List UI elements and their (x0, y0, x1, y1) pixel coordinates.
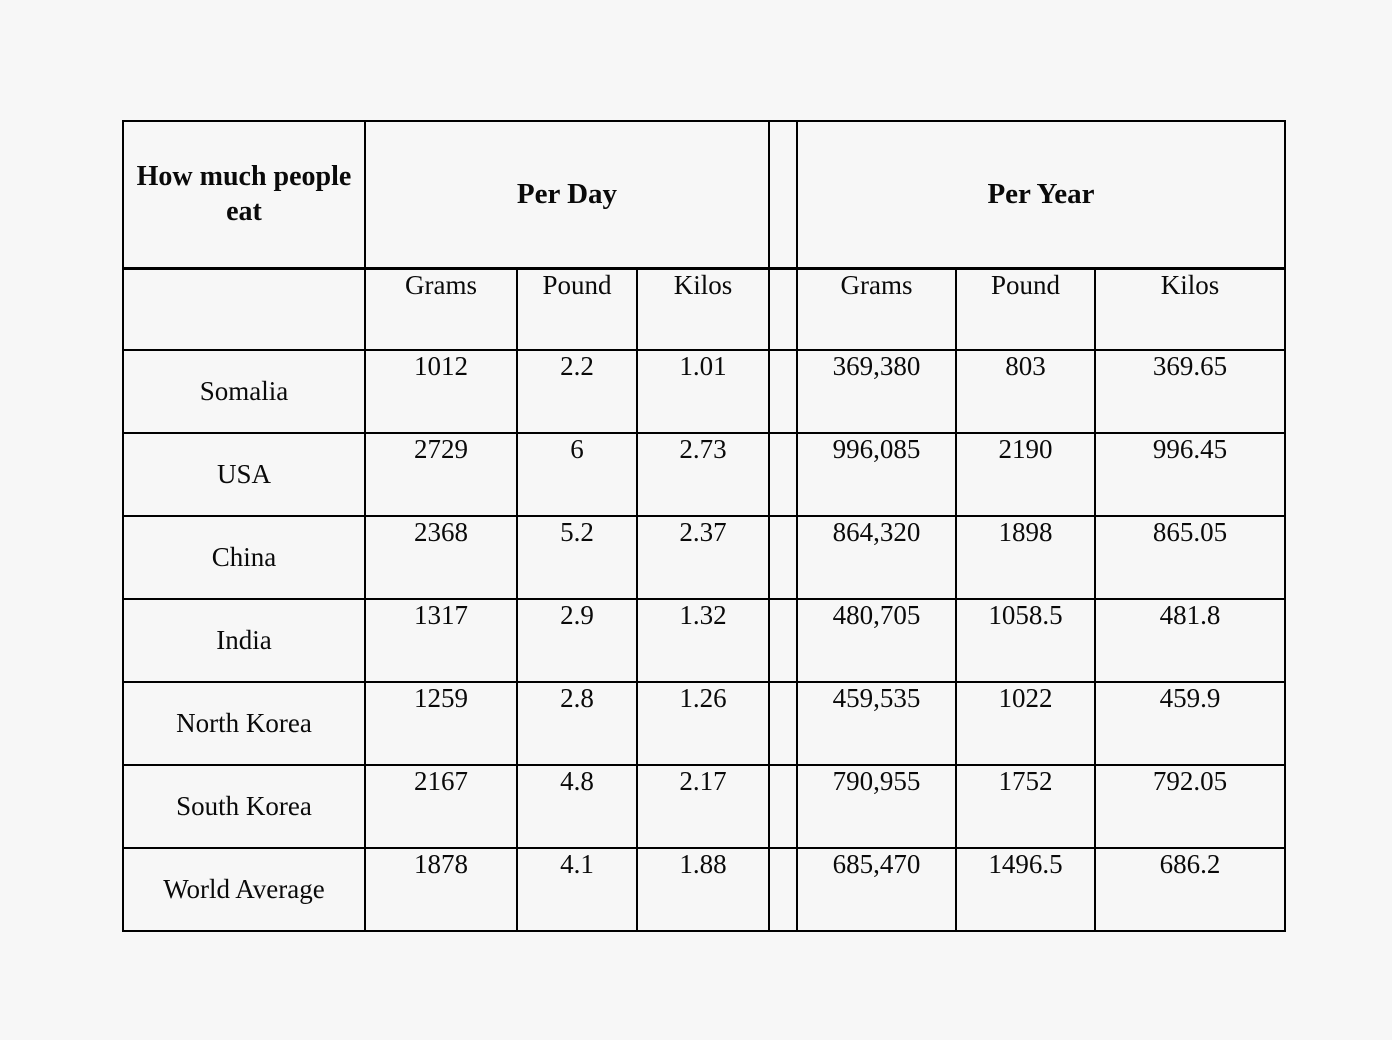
day-pound-value: 4.1 (516, 847, 638, 932)
year-pound-value: 1058.5 (955, 598, 1096, 683)
year-kilos-value: 369.65 (1093, 349, 1287, 434)
day-kilos-header: Kilos (636, 267, 770, 351)
separator-cell (768, 432, 798, 517)
year-kilos-value: 865.05 (1093, 515, 1287, 600)
row-label: USA (122, 432, 366, 517)
year-pound-value: 1022 (955, 681, 1096, 766)
day-grams-value: 1317 (364, 598, 518, 683)
separator-cell (768, 847, 798, 932)
row-label: South Korea (122, 764, 366, 849)
separator-cell (768, 764, 798, 849)
per-year-group-header: Per Year (795, 120, 1287, 270)
day-pound-value: 2.2 (516, 349, 638, 434)
table-row-somalia: Somalia 1012 2.2 1.01 369,380 803 369.65 (122, 349, 1287, 434)
row-label: World Average (122, 847, 366, 932)
year-grams-value: 996,085 (796, 432, 957, 517)
separator-cell (768, 267, 798, 351)
year-grams-value: 480,705 (796, 598, 957, 683)
day-kilos-value: 1.01 (636, 349, 770, 434)
day-pound-value: 6 (516, 432, 638, 517)
year-pound-value: 1496.5 (955, 847, 1096, 932)
table-row-china: China 2368 5.2 2.37 864,320 1898 865.05 (122, 515, 1287, 600)
separator-cell (768, 598, 798, 683)
year-pound-header: Pound (955, 267, 1096, 351)
day-grams-value: 2368 (364, 515, 518, 600)
day-grams-value: 1259 (364, 681, 518, 766)
year-grams-value: 369,380 (796, 349, 957, 434)
header-row-groups: How much people eat Per Day Per Year (122, 120, 1287, 270)
day-grams-header: Grams (364, 267, 518, 351)
empty-corner-cell (122, 267, 366, 351)
year-pound-value: 2190 (955, 432, 1096, 517)
year-pound-value: 803 (955, 349, 1096, 434)
table-row-north-korea: North Korea 1259 2.8 1.26 459,535 1022 4… (122, 681, 1287, 766)
separator-cell (768, 120, 798, 270)
year-grams-value: 864,320 (796, 515, 957, 600)
year-grams-header: Grams (796, 267, 957, 351)
food-consumption-table: How much people eat Per Day Per Year Gra… (122, 120, 1287, 932)
day-grams-value: 1012 (364, 349, 518, 434)
table-title: How much people eat (122, 120, 366, 270)
day-pound-value: 4.8 (516, 764, 638, 849)
year-grams-value: 790,955 (796, 764, 957, 849)
table-row-usa: USA 2729 6 2.73 996,085 2190 996.45 (122, 432, 1287, 517)
header-row-units: Grams Pound Kilos Grams Pound Kilos (122, 267, 1287, 351)
year-kilos-value: 792.05 (1093, 764, 1287, 849)
day-grams-value: 1878 (364, 847, 518, 932)
day-grams-value: 2729 (364, 432, 518, 517)
day-kilos-value: 2.37 (636, 515, 770, 600)
day-pound-value: 5.2 (516, 515, 638, 600)
day-kilos-value: 2.73 (636, 432, 770, 517)
row-label: North Korea (122, 681, 366, 766)
table-row-south-korea: South Korea 2167 4.8 2.17 790,955 1752 7… (122, 764, 1287, 849)
day-kilos-value: 1.32 (636, 598, 770, 683)
year-kilos-value: 996.45 (1093, 432, 1287, 517)
year-kilos-value: 686.2 (1093, 847, 1287, 932)
year-grams-value: 685,470 (796, 847, 957, 932)
day-kilos-value: 2.17 (636, 764, 770, 849)
row-label: India (122, 598, 366, 683)
row-label: China (122, 515, 366, 600)
table-row-world-average: World Average 1878 4.1 1.88 685,470 1496… (122, 847, 1287, 932)
year-grams-value: 459,535 (796, 681, 957, 766)
day-pound-value: 2.8 (516, 681, 638, 766)
day-pound-value: 2.9 (516, 598, 638, 683)
separator-cell (768, 681, 798, 766)
separator-cell (768, 349, 798, 434)
table-row-india: India 1317 2.9 1.32 480,705 1058.5 481.8 (122, 598, 1287, 683)
row-label: Somalia (122, 349, 366, 434)
day-kilos-value: 1.26 (636, 681, 770, 766)
year-kilos-value: 481.8 (1093, 598, 1287, 683)
year-pound-value: 1752 (955, 764, 1096, 849)
separator-cell (768, 515, 798, 600)
day-grams-value: 2167 (364, 764, 518, 849)
year-kilos-header: Kilos (1093, 267, 1287, 351)
per-day-group-header: Per Day (364, 120, 770, 270)
day-pound-header: Pound (516, 267, 638, 351)
year-pound-value: 1898 (955, 515, 1096, 600)
day-kilos-value: 1.88 (636, 847, 770, 932)
year-kilos-value: 459.9 (1093, 681, 1287, 766)
